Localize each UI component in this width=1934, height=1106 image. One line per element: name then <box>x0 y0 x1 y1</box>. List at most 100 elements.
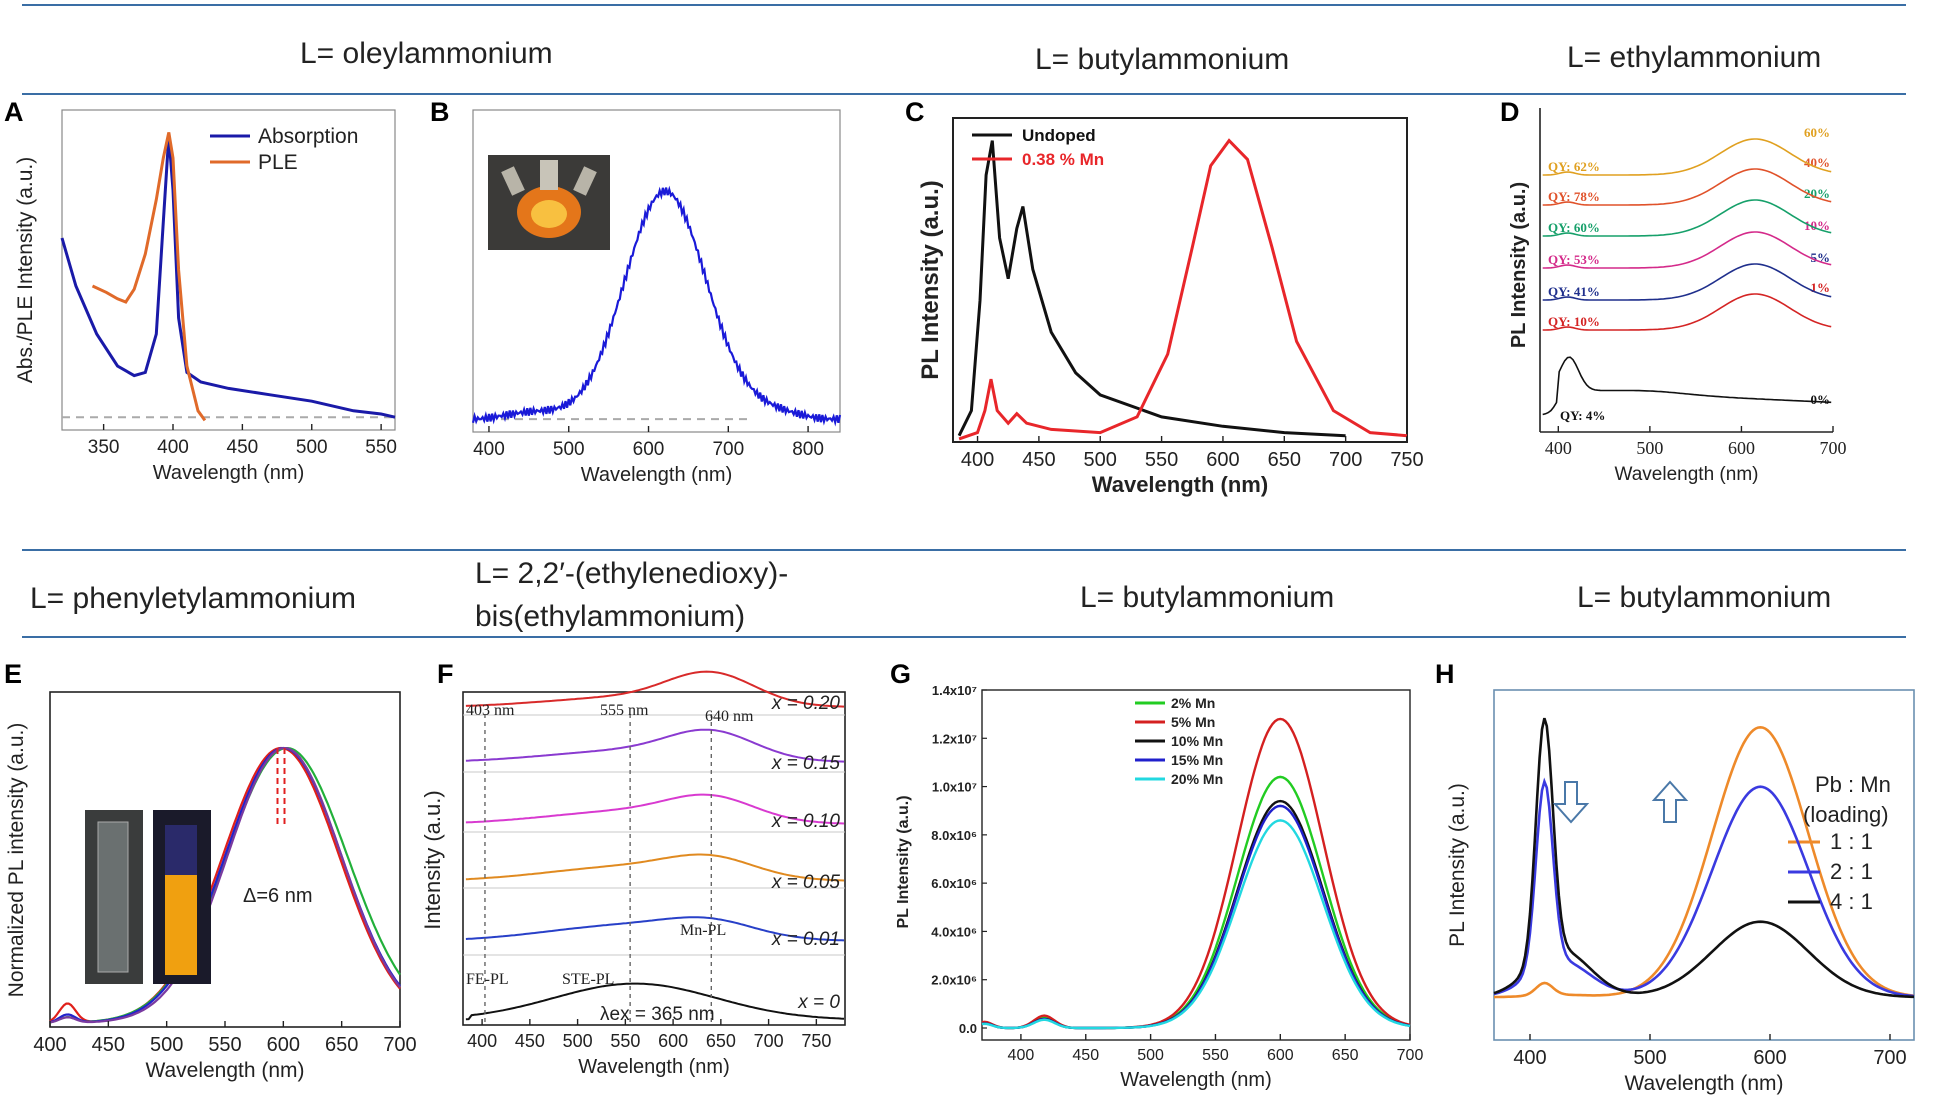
headers: L= oleylammonium L= butylammonium L= eth… <box>30 37 1831 633</box>
header-ethyl: L= ethylammonium <box>1567 41 1821 74</box>
x-axis-label: Wavelength (nm) <box>1615 464 1759 485</box>
doping-label: 40% <box>1804 155 1830 170</box>
x-tick-label: 650 <box>325 1034 358 1056</box>
series-line-absorption <box>60 135 396 419</box>
x-tick-label: 700 <box>1873 1047 1906 1069</box>
series-line-2Mn <box>981 775 1411 1030</box>
x-tick-label: 700 <box>1397 1047 1424 1064</box>
x-tick-label: 750 <box>1390 449 1423 471</box>
x-tick-label: 550 <box>1145 449 1178 471</box>
panel-letter-b: B <box>430 97 450 127</box>
flask-glow <box>531 200 567 228</box>
chart-panel-a: 350 400 450 500 550 Wavelength (nm) Abs./PLE I… <box>14 109 397 484</box>
band-label: STE-PL <box>562 971 614 988</box>
x-tick-label: 450 <box>92 1034 125 1056</box>
series-line-40pct <box>1542 168 1832 206</box>
panel-letter-e: E <box>4 659 22 689</box>
series-label: x = 0.20 <box>771 693 841 714</box>
x-tick-label: 400 <box>33 1034 66 1056</box>
series-label: x = 0.10 <box>771 811 841 832</box>
series-line-mn <box>958 138 1408 441</box>
y-axis-label: Normalized PL intensity (a.u.) <box>5 723 28 998</box>
legend-label: 4 : 1 <box>1830 889 1873 914</box>
x-tick-label: 550 <box>1202 1047 1229 1064</box>
x-axis-label: Wavelength (nm) <box>581 464 733 486</box>
series-line-s4 <box>49 747 401 1024</box>
marker-label: 403 nm <box>466 702 515 719</box>
legend-label: 1 : 1 <box>1830 829 1873 854</box>
legend-label: 5% Mn <box>1171 714 1215 730</box>
y-axis-label: Intensity (a.u.) <box>420 790 445 929</box>
series-line-5pct <box>1542 263 1832 301</box>
x-tick-label: 750 <box>801 1031 831 1051</box>
header-phenyl: L= phenyletylammonium <box>30 582 356 615</box>
band-label: Mn-PL <box>680 922 726 939</box>
header-edbe-2: bis(ethylammonium) <box>475 600 745 633</box>
chart-panel-f: x = 0 x = 0.01 x = 0.05 x = 0.10 x = 0.15 x =… <box>420 670 846 1078</box>
x-tick-label: 400 <box>961 449 994 471</box>
x-axis-label: Wavelength (nm) <box>145 1059 304 1082</box>
legend-title: (loading) <box>1803 802 1889 827</box>
header-butyl-top: L= butylammonium <box>1035 43 1289 76</box>
x-tick-label: 600 <box>1753 1047 1786 1069</box>
plot-frame <box>61 109 396 431</box>
series-line-2to1 <box>1493 777 1915 998</box>
panel-letters: A B C D E F G H <box>4 97 1520 689</box>
y-tick-label: 1.0x10⁷ <box>932 780 977 795</box>
arrow-up-icon <box>1651 780 1689 823</box>
series-line-20Mn <box>981 819 1411 1030</box>
series-line-x005 <box>465 853 845 882</box>
chart-panel-g: 2% Mn 5% Mn 10% Mn 15% Mn 20% Mn 0.0 2.0x10⁶ 4.… <box>895 683 1423 1091</box>
x-tick-label: 650 <box>1268 449 1301 471</box>
panel-letter-c: C <box>905 97 925 127</box>
x-tick-label: 450 <box>227 437 259 458</box>
header-rules <box>22 4 1906 638</box>
x-tick-label: 600 <box>1206 449 1239 471</box>
doping-label: 5% <box>1811 250 1831 265</box>
x-tick-label: 450 <box>515 1031 545 1051</box>
y-tick-label: 1.4x10⁷ <box>932 683 977 698</box>
y-axis-label: Abs./PLE Intensity (a.u.) <box>14 157 37 383</box>
marker-label: 640 nm <box>705 708 754 725</box>
x-tick-label: 500 <box>1633 1047 1666 1069</box>
series-line-pl <box>471 185 842 427</box>
x-tick-label: 600 <box>267 1034 300 1056</box>
plot-frame <box>952 117 1408 443</box>
series-line-x010 <box>465 793 845 825</box>
x-tick-label: 600 <box>1267 1047 1294 1064</box>
excitation-label: λex = 365 nm <box>600 1004 715 1025</box>
series-label: x = 0.01 <box>771 929 840 950</box>
flask-neck <box>540 160 558 190</box>
plot-frame <box>1493 689 1915 1041</box>
panel-letter-d: D <box>1500 97 1520 127</box>
qy-label: QY: 60% <box>1548 220 1600 235</box>
y-tick-label: 4.0x10⁶ <box>931 924 977 939</box>
x-tick-label: 500 <box>1084 449 1117 471</box>
x-tick-label: 700 <box>1329 449 1362 471</box>
x-axis-label: Wavelength (nm) <box>578 1056 730 1078</box>
plot-frame <box>462 691 846 1026</box>
x-tick-label: 600 <box>633 439 665 460</box>
x-tick-label: 450 <box>1072 1047 1099 1064</box>
series-line-0pct <box>1542 356 1832 416</box>
x-axis-label: Wavelength (nm) <box>1624 1072 1783 1095</box>
series-line-10pct <box>1542 231 1832 269</box>
x-tick-label: 400 <box>1008 1047 1035 1064</box>
x-tick-label: 700 <box>383 1034 416 1056</box>
x-tick-label: 500 <box>563 1031 593 1051</box>
x-tick-label: 700 <box>712 439 744 460</box>
x-tick-label: 500 <box>150 1034 183 1056</box>
delta-annotation: Δ=6 nm <box>243 885 313 907</box>
x-tick-label: 500 <box>1137 1047 1164 1064</box>
y-tick-label: 1.2x10⁷ <box>932 731 977 746</box>
doping-label: 20% <box>1804 186 1830 201</box>
chart-panel-c: 400 450 500 550 600 650 700 750 Wavelength (nm) P… <box>917 117 1424 497</box>
panel-letter-a: A <box>4 97 24 127</box>
doping-label: 1% <box>1811 280 1831 295</box>
header-butyl-g: L= butylammonium <box>1080 581 1334 614</box>
x-tick-label: 650 <box>1332 1047 1359 1064</box>
cuvette-1 <box>97 821 129 973</box>
cuvette-2-glow <box>165 875 197 975</box>
x-axis-label: Wavelength (nm) <box>1092 472 1268 497</box>
legend-label: Undoped <box>1022 126 1096 145</box>
